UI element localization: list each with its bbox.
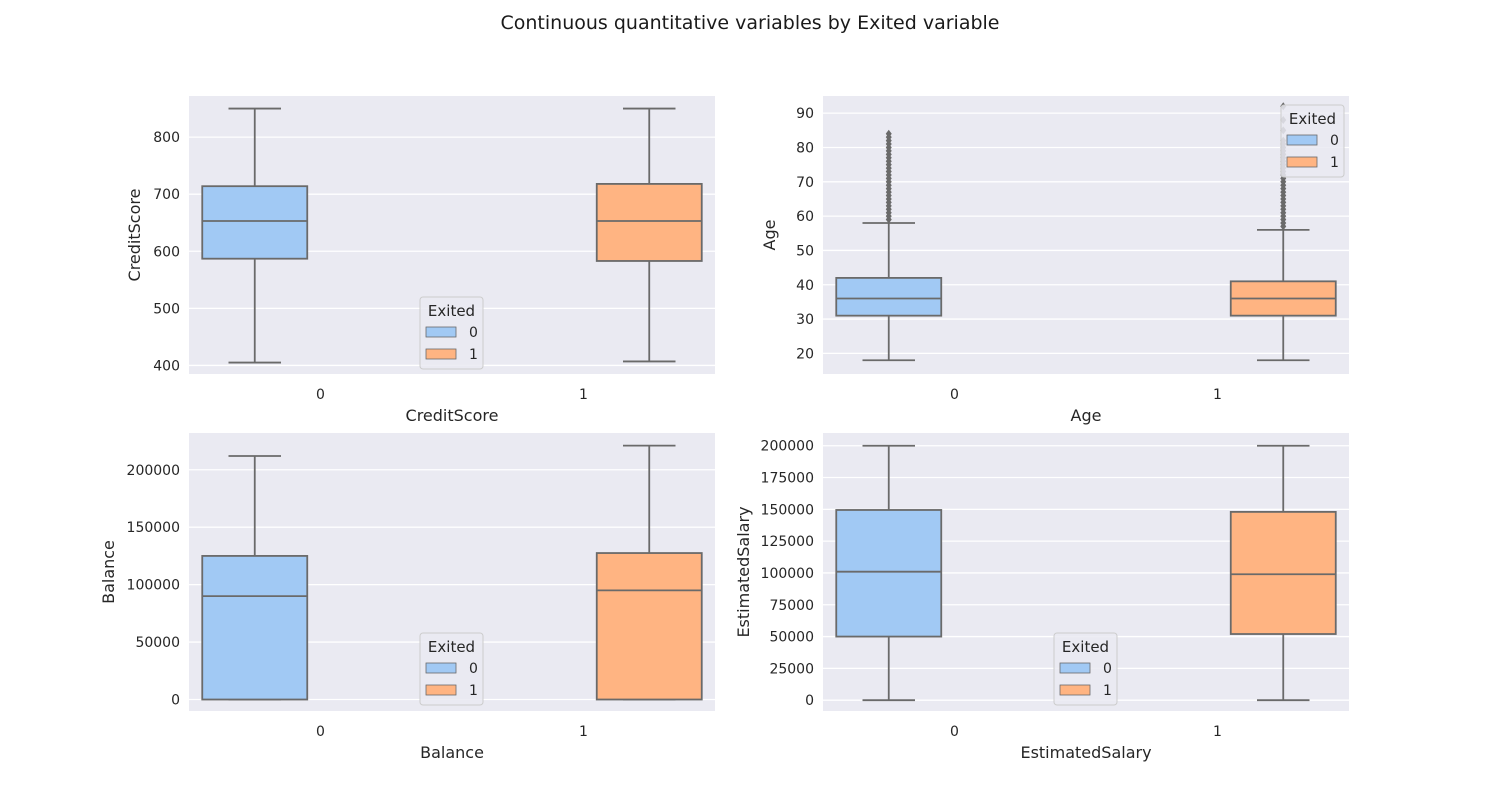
box-iqr [595, 183, 703, 262]
box-0 [201, 107, 309, 364]
y-tick-label: 600 [153, 244, 180, 260]
y-tick-label: 150000 [761, 502, 814, 518]
legend: Exited 0 1 [419, 296, 484, 370]
y-tick-label: 75000 [769, 598, 814, 614]
x-tick-label: 0 [950, 724, 959, 740]
legend-entry: 1 [1330, 155, 1339, 171]
box-iqr [1229, 510, 1337, 635]
box-iqr [595, 552, 703, 701]
x-axis-label: EstimatedSalary [1020, 743, 1151, 762]
legend-title: Exited [1062, 638, 1109, 656]
legend-entry: 0 [1103, 661, 1112, 677]
y-tick-label: 200000 [127, 463, 180, 479]
y-tick-label: 175000 [761, 471, 814, 487]
x-axis-label: Balance [420, 743, 484, 762]
box-0 [835, 444, 943, 702]
box-iqr [201, 555, 309, 701]
box-1 [595, 107, 703, 363]
y-tick-label: 80 [796, 140, 814, 156]
y-tick-label: 0 [171, 693, 180, 709]
outlier-point [885, 129, 892, 138]
x-tick-label: 0 [950, 387, 959, 403]
legend-swatch [425, 326, 457, 338]
chart-2: 0 50000 100000 150000 200000 0 1 Balance Balance… [99, 433, 715, 762]
y-tick-label: 100000 [761, 566, 814, 582]
y-tick-label: 800 [153, 130, 180, 146]
legend: Exited 0 1 [1280, 104, 1345, 178]
legend-title: Exited [428, 638, 475, 656]
y-axis-label: CreditScore [125, 189, 144, 282]
figure-title: Continuous quantitative variables by Exi… [500, 12, 1000, 34]
y-tick-label: 150000 [127, 520, 180, 536]
chart-0: 400 500 600 700 800 0 1 CreditScore CreditScore E… [125, 96, 715, 425]
legend-swatch [1059, 684, 1091, 696]
legend-swatch [425, 662, 457, 674]
y-tick-label: 50000 [769, 630, 814, 646]
legend-title: Exited [428, 302, 475, 320]
legend: Exited 0 1 [1053, 632, 1118, 706]
x-tick-label: 1 [579, 387, 588, 403]
box-1 [595, 444, 703, 701]
y-tick-label: 125000 [761, 534, 814, 550]
y-tick-label: 20 [796, 346, 814, 362]
y-tick-label: 60 [796, 209, 814, 225]
legend-entry: 0 [469, 325, 478, 341]
y-axis-label: Age [760, 220, 779, 251]
y-tick-label: 90 [796, 106, 814, 122]
legend-swatch [1286, 156, 1318, 168]
y-tick-label: 700 [153, 187, 180, 203]
chart-1: 20 30 40 50 60 70 80 90 0 1 Age Age Exited 0 1 [760, 96, 1349, 425]
x-tick-label: 0 [316, 724, 325, 740]
y-tick-label: 40 [796, 278, 814, 294]
legend-title: Exited [1289, 110, 1336, 128]
y-tick-label: 0 [805, 693, 814, 709]
x-tick-label: 1 [1213, 724, 1222, 740]
y-tick-label: 100000 [127, 578, 180, 594]
legend-entry: 0 [1330, 133, 1339, 149]
x-axis-label: CreditScore [406, 406, 499, 425]
y-axis-label: EstimatedSalary [734, 506, 753, 637]
legend-entry: 1 [1103, 683, 1112, 699]
box-iqr [835, 509, 943, 638]
y-tick-label: 200000 [761, 439, 814, 455]
y-tick-label: 50 [796, 243, 814, 259]
x-tick-label: 0 [316, 387, 325, 403]
legend: Exited 0 1 [419, 632, 484, 706]
y-axis-label: Balance [99, 540, 118, 604]
box-iqr [835, 277, 943, 317]
legend-entry: 0 [469, 661, 478, 677]
plot-background [823, 96, 1349, 374]
legend-swatch [425, 348, 457, 360]
y-tick-label: 400 [153, 358, 180, 374]
legend-swatch [425, 684, 457, 696]
legend-entry: 1 [469, 347, 478, 363]
y-tick-label: 50000 [135, 635, 180, 651]
y-tick-label: 70 [796, 175, 814, 191]
y-tick-label: 25000 [769, 661, 814, 677]
x-tick-label: 1 [579, 724, 588, 740]
x-axis-label: Age [1071, 406, 1102, 425]
y-tick-label: 500 [153, 301, 180, 317]
box-1 [1229, 444, 1337, 702]
x-tick-label: 1 [1213, 387, 1222, 403]
box-0 [835, 129, 943, 362]
legend-swatch [1286, 134, 1318, 146]
legend-entry: 1 [469, 683, 478, 699]
box-iqr [201, 185, 309, 260]
legend-swatch [1059, 662, 1091, 674]
chart-3: 0 25000 50000 75000 100000 125000 150000 175000… [734, 433, 1349, 762]
box-0 [201, 455, 309, 701]
y-tick-label: 30 [796, 312, 814, 328]
